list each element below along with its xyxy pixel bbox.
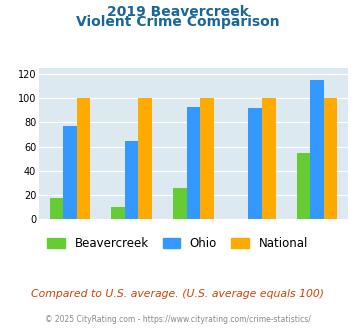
Bar [173,188,187,219]
Bar [125,141,138,219]
Bar [111,207,125,219]
Bar [187,107,200,219]
Bar [262,98,275,219]
Bar [50,198,63,219]
Bar [200,98,214,219]
Text: Violent Crime Comparison: Violent Crime Comparison [76,15,279,29]
Text: 2019 Beavercreek: 2019 Beavercreek [106,5,248,19]
Bar [324,98,337,219]
Legend: Beavercreek, Ohio, National: Beavercreek, Ohio, National [43,232,312,255]
Bar [248,108,262,219]
Bar [77,98,90,219]
Bar [310,80,324,219]
Bar [63,126,77,219]
Bar [297,153,310,219]
Bar [138,98,152,219]
Text: © 2025 CityRating.com - https://www.cityrating.com/crime-statistics/: © 2025 CityRating.com - https://www.city… [45,315,310,324]
Text: Compared to U.S. average. (U.S. average equals 100): Compared to U.S. average. (U.S. average … [31,289,324,299]
